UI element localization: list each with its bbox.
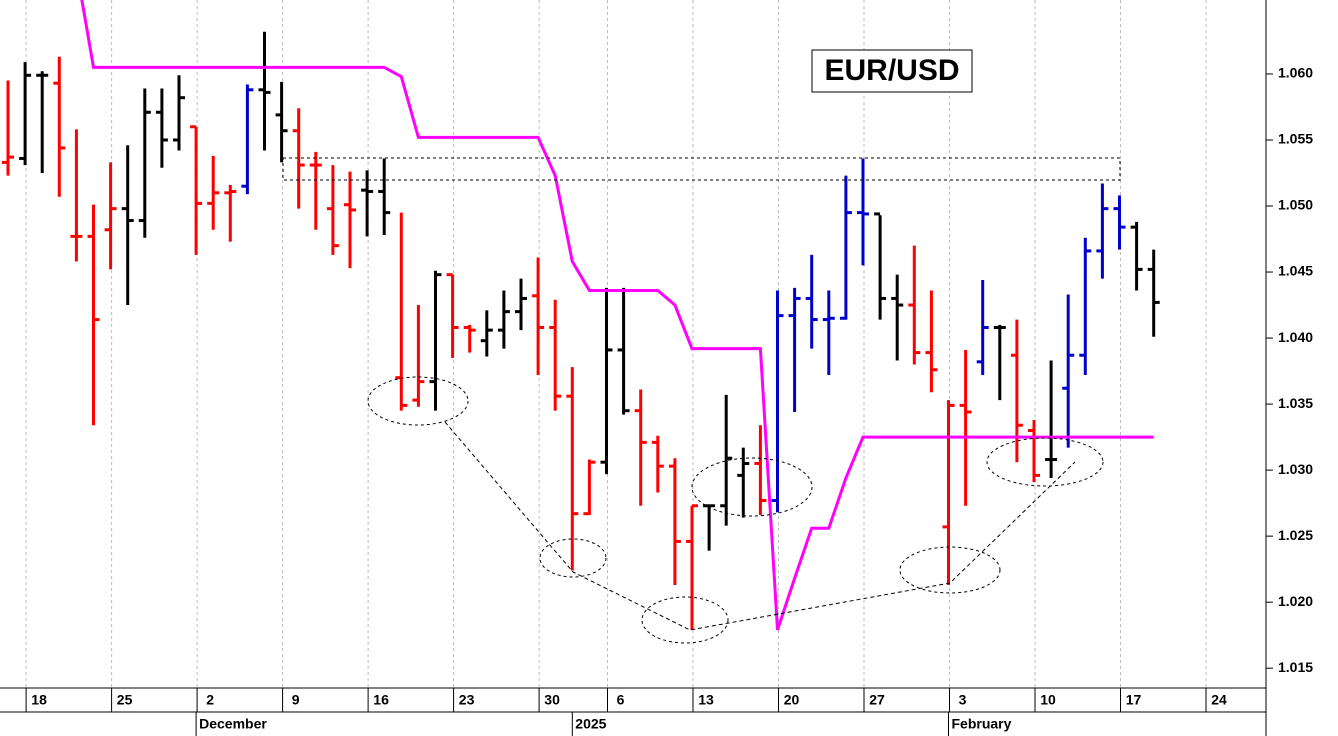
x-tick-label: 25 xyxy=(117,692,133,708)
x-tick-label: 13 xyxy=(698,692,714,708)
y-tick-label: 1.030 xyxy=(1278,461,1313,477)
month-label: 2025 xyxy=(575,716,606,732)
month-label: December xyxy=(199,716,267,732)
x-tick-label: 24 xyxy=(1211,692,1227,708)
pivot-circle xyxy=(691,457,813,517)
y-tick-label: 1.055 xyxy=(1278,131,1313,147)
x-tick-label: 3 xyxy=(959,692,967,708)
title-box xyxy=(811,49,973,93)
y-tick-label: 1.025 xyxy=(1278,527,1313,543)
y-tick-label: 1.015 xyxy=(1278,659,1313,675)
x-tick-label: 6 xyxy=(617,692,625,708)
plot-area xyxy=(2,0,1160,631)
pivot-circle xyxy=(986,437,1104,487)
x-tick-label: 10 xyxy=(1040,692,1056,708)
x-tick-label: 9 xyxy=(292,692,300,708)
x-tick-label: 2 xyxy=(206,692,214,708)
month-label: February xyxy=(952,716,1012,732)
y-tick-label: 1.045 xyxy=(1278,263,1313,279)
resistance-box xyxy=(282,157,1121,181)
y-tick-label: 1.060 xyxy=(1278,65,1313,81)
x-tick-label: 17 xyxy=(1126,692,1142,708)
x-tick-label: 18 xyxy=(31,692,47,708)
chart-title: EUR/USD xyxy=(824,54,959,87)
pivot-circle xyxy=(539,538,607,578)
axes xyxy=(0,0,1267,736)
y-tick-label: 1.040 xyxy=(1278,329,1313,345)
x-tick-label: 16 xyxy=(373,692,389,708)
x-tick-label: 27 xyxy=(869,692,885,708)
grid xyxy=(25,0,1207,688)
annotations xyxy=(282,157,1121,644)
y-tick-label: 1.020 xyxy=(1278,593,1313,609)
y-tick-label: 1.050 xyxy=(1278,197,1313,213)
stop-line xyxy=(80,0,1154,631)
pivot-circle xyxy=(367,376,469,426)
x-tick-label: 20 xyxy=(784,692,800,708)
pivot-circle xyxy=(641,596,729,644)
axis-labels: 1.015 1.020 1.025 1.030 1.035 1.040 1.045 1.050… xyxy=(25,65,1313,736)
x-tick-label: 23 xyxy=(459,692,475,708)
y-tick-label: 1.035 xyxy=(1278,395,1313,411)
pivot-circle xyxy=(899,546,1001,594)
x-tick-label: 30 xyxy=(544,692,560,708)
